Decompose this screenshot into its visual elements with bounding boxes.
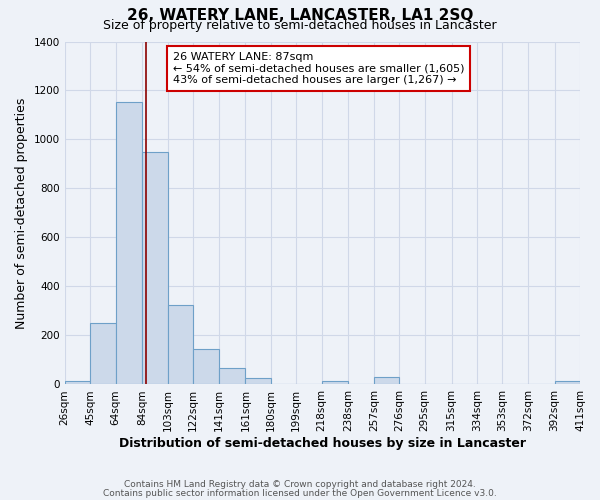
- Bar: [65, 381, 90, 384]
- Text: 26 WATERY LANE: 87sqm
← 54% of semi-detached houses are smaller (1,605)
43% of s: 26 WATERY LANE: 87sqm ← 54% of semi-deta…: [173, 52, 464, 85]
- Bar: [245, 378, 271, 384]
- X-axis label: Distribution of semi-detached houses by size in Lancaster: Distribution of semi-detached houses by …: [119, 437, 526, 450]
- Bar: [168, 305, 193, 384]
- Text: 26, WATERY LANE, LANCASTER, LA1 2SQ: 26, WATERY LANE, LANCASTER, LA1 2SQ: [127, 8, 473, 22]
- Bar: [322, 381, 349, 384]
- Text: Contains public sector information licensed under the Open Government Licence v3: Contains public sector information licen…: [103, 488, 497, 498]
- Y-axis label: Number of semi-detached properties: Number of semi-detached properties: [15, 98, 28, 328]
- Text: Contains HM Land Registry data © Crown copyright and database right 2024.: Contains HM Land Registry data © Crown c…: [124, 480, 476, 489]
- Bar: [374, 377, 399, 384]
- Bar: [193, 349, 218, 384]
- Text: Size of property relative to semi-detached houses in Lancaster: Size of property relative to semi-detach…: [103, 18, 497, 32]
- Bar: [218, 368, 245, 384]
- Bar: [90, 323, 116, 384]
- Bar: [142, 152, 168, 384]
- Bar: [116, 102, 142, 385]
- Bar: [554, 381, 580, 384]
